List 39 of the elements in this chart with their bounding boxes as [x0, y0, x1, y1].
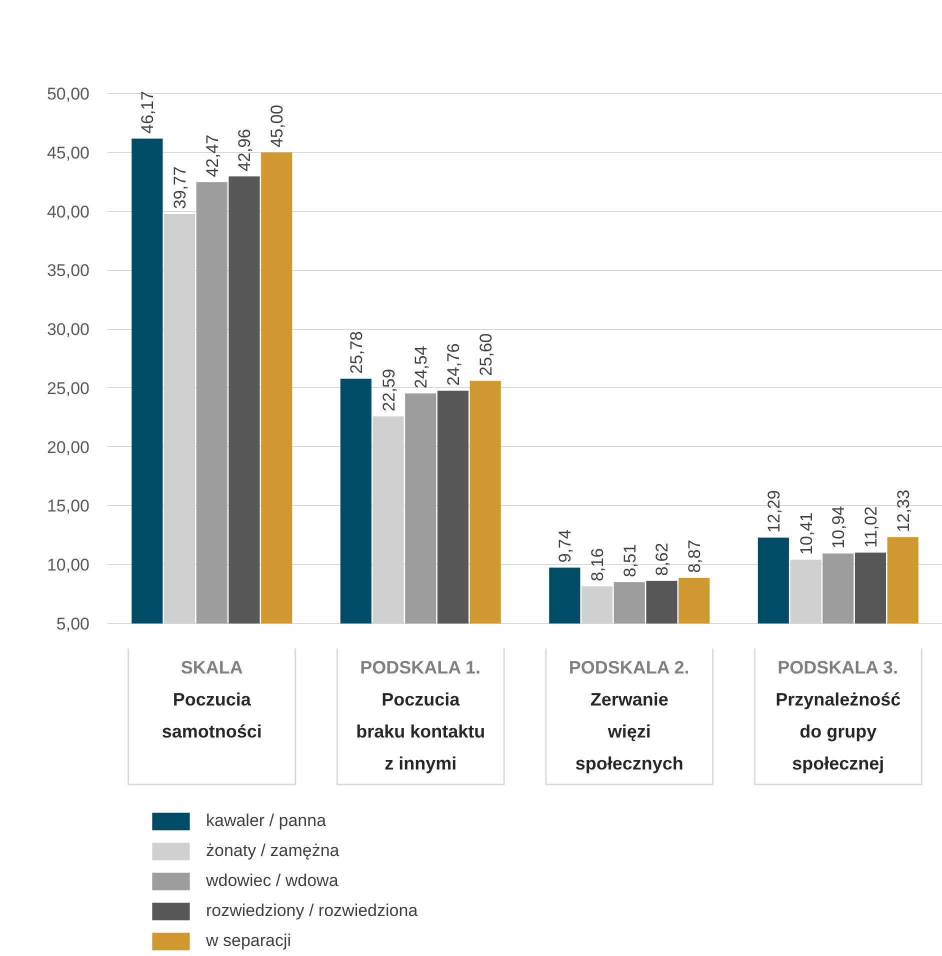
data-label: 25,60: [476, 333, 496, 376]
legend-label: kawaler / panna: [206, 811, 326, 831]
y-tick-label: 5,00: [56, 614, 90, 634]
x-tick-label: SKALA Poczucia samotności: [162, 658, 262, 742]
data-label: 42,47: [202, 134, 222, 178]
data-label: 12,29: [764, 490, 784, 533]
data-label: 22,59: [379, 368, 398, 412]
legend-label: w separacji: [206, 931, 292, 951]
y-tick-label: 30,00: [46, 320, 90, 340]
data-label: 12,33: [894, 490, 913, 532]
data-label: 8,16: [588, 548, 608, 582]
data-label: 39,77: [170, 166, 190, 209]
y-tick-label: 15,00: [46, 496, 90, 516]
legend-label: rozwiedziony / rozwiedziona: [206, 901, 418, 921]
data-label: 24,76: [444, 343, 463, 386]
x-tick-label: PODSKALA 1. Poczucia braku kontaktu z innymi: [356, 658, 486, 774]
data-label: 8,51: [620, 544, 640, 578]
data-label: 45,00: [268, 104, 287, 148]
y-tick-label: 10,00: [46, 556, 90, 575]
data-label: 24,54: [412, 346, 431, 388]
data-label: 42,96: [235, 128, 254, 172]
data-label: 11,02: [861, 506, 880, 548]
data-label: 10,94: [829, 506, 848, 549]
data-label: 8,87: [685, 540, 704, 573]
y-tick-label: 25,00: [46, 378, 90, 398]
x-tick-label: PODSKALA 3. Przynależność do grupy społecznej: [776, 658, 901, 774]
data-label: 8,62: [652, 542, 672, 576]
data-label: 25,78: [346, 331, 366, 374]
y-tick-label: 50,00: [46, 84, 90, 104]
data-label: 46,17: [138, 91, 158, 134]
data-label: 10,41: [796, 512, 816, 555]
y-tick-label: 40,00: [46, 202, 90, 222]
legend-label: żonaty / zamężna: [206, 841, 340, 861]
y-tick-label: 20,00: [46, 438, 90, 457]
y-tick-label: 45,00: [46, 143, 90, 162]
x-tick-label: PODSKALA 2. Zerwanie więzi społecznych: [568, 658, 690, 774]
data-label: 9,74: [556, 530, 575, 563]
y-tick-label: 35,00: [46, 261, 90, 280]
legend-label: wdowiec / wdowa: [206, 871, 338, 891]
